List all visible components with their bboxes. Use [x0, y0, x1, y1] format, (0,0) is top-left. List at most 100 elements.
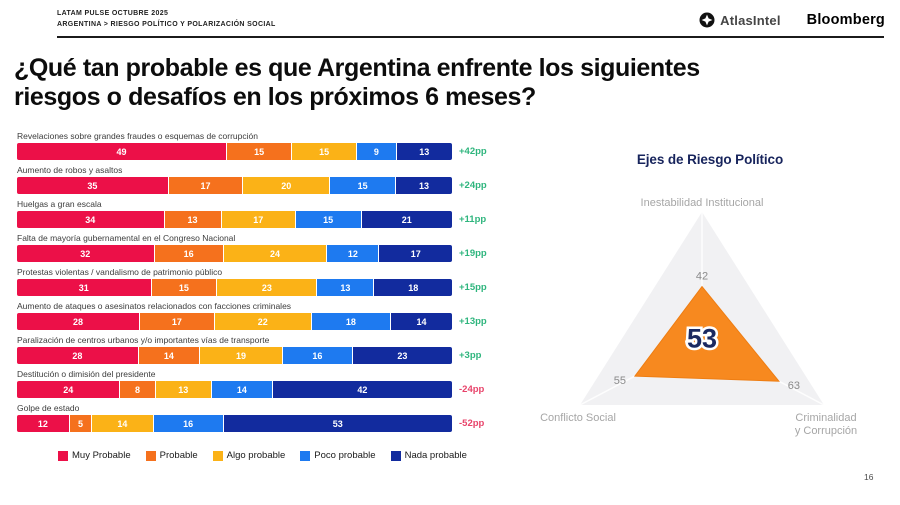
radar-axis-label: Conflicto Social: [540, 412, 616, 424]
net-probability-label: +24pp: [459, 180, 487, 191]
page-number: 16: [864, 472, 874, 482]
bar-row-label: Revelaciones sobre grandes fraudes o esq…: [17, 131, 258, 141]
bar-segment: 14: [211, 381, 272, 398]
stacked-bar: 12 5 14 16 53: [17, 415, 452, 432]
bar-row-label: Paralización de centros urbanos y/o impo…: [17, 335, 270, 345]
radar-title: Ejes de Riesgo Político: [636, 152, 784, 167]
chart-legend: Muy Probable Probable Algo probable Poco pr…: [58, 450, 467, 461]
bar-row: Protestas violentas / vandalismo de patr…: [17, 267, 517, 301]
atlasintel-logo: AtlasIntel: [699, 12, 781, 28]
report-header: LATAM PULSE OCTUBRE 2025 ARGENTINA > RIE…: [57, 9, 276, 30]
bar-row: Paralización de centros urbanos y/o impo…: [17, 335, 517, 369]
legend-swatch: [145, 450, 156, 461]
atlasintel-wordmark: AtlasIntel: [720, 12, 781, 28]
radar-value-label: 42: [696, 271, 708, 283]
legend-item: Probable: [145, 450, 198, 461]
bar-row: Aumento de ataques o asesinatos relacion…: [17, 301, 517, 335]
page-title-line2: riesgos o desafíos en los próximos 6 mes…: [14, 82, 536, 111]
bar-segment: 35: [17, 177, 168, 194]
bar-row: Revelaciones sobre grandes fraudes o esq…: [17, 131, 517, 165]
legend-label: Probable: [159, 450, 198, 461]
page-title: ¿Qué tan probable es que Argentina enfre…: [14, 54, 814, 111]
bloomberg-wordmark: Bloomberg: [806, 12, 885, 28]
bar-segment: 12: [17, 415, 69, 432]
net-probability-label: +3pp: [459, 350, 482, 361]
legend-swatch: [300, 450, 311, 461]
bar-segment: 21: [360, 211, 452, 228]
legend-label: Nada probable: [404, 450, 467, 461]
bar-segment: 24: [222, 245, 327, 262]
net-probability-label: +11pp: [459, 214, 487, 225]
bar-segment: 22: [213, 313, 311, 330]
bar-segment: 18: [373, 279, 452, 296]
radar-value-label: 55: [614, 375, 626, 387]
net-probability-label: +13pp: [459, 316, 487, 327]
bar-segment: 17: [220, 211, 295, 228]
bar-row-label: Aumento de robos y asaltos: [17, 165, 123, 175]
net-probability-label: -52pp: [459, 418, 485, 429]
bar-segment: 13: [316, 279, 374, 296]
bar-segment: 15: [150, 279, 217, 296]
bar-segment: 9: [356, 143, 396, 160]
legend-label: Muy Probable: [72, 450, 131, 461]
header-divider: [57, 36, 884, 38]
bar-row: Falta de mayoría gubernamental en el Con…: [17, 233, 517, 267]
bar-segment: 18: [310, 313, 391, 330]
bar-segment: 17: [167, 177, 243, 194]
legend-item: Poco probable: [300, 450, 376, 461]
legend-item: Muy Probable: [58, 450, 131, 461]
bar-segment: 28: [17, 313, 139, 330]
bar-segment: 14: [137, 347, 200, 364]
stacked-bar-chart: Revelaciones sobre grandes fraudes o esq…: [17, 131, 517, 437]
bar-segment: 5: [68, 415, 92, 432]
stacked-bar: 28 14 19 16 23: [17, 347, 452, 364]
legend-swatch: [58, 450, 68, 461]
legend-swatch: [212, 450, 223, 461]
atlasintel-star-icon: [699, 12, 715, 28]
bar-segment: 24: [17, 381, 120, 398]
legend-item: Nada probable: [390, 450, 467, 461]
bar-row-label: Huelgas a gran escala: [17, 199, 102, 209]
breadcrumb: ARGENTINA > RIESGO POLÍTICO Y POLARIZACI…: [57, 20, 276, 28]
bar-segment: 15: [226, 143, 292, 160]
bar-segment: 13: [163, 211, 221, 228]
bar-segment: 19: [199, 347, 282, 364]
legend-item: Algo probable: [212, 450, 285, 461]
bar-row-label: Destitución o dimisión del presidente: [17, 369, 156, 379]
bar-segment: 15: [329, 177, 395, 194]
bar-segment: 8: [119, 381, 155, 398]
brand-logos: AtlasIntel Bloomberg: [699, 8, 885, 32]
stacked-bar: 24 8 13 14 42: [17, 381, 452, 398]
bar-segment: 20: [242, 177, 330, 194]
radar-svg: 42 63 55 53 Inestabilidad Institucional Crimi…: [540, 197, 857, 437]
bar-row: Huelgas a gran escala 34 13 17 15 21 +11pp: [17, 199, 517, 233]
legend-swatch: [390, 450, 401, 461]
radar-polygon: [633, 285, 780, 382]
bar-segment: 12: [326, 245, 379, 262]
legend-label: Poco probable: [314, 450, 376, 461]
bar-segment: 16: [153, 245, 223, 262]
bar-segment: 49: [17, 143, 227, 160]
bar-row: Destitución o dimisión del presidente 24 8…: [17, 369, 517, 403]
bar-row: Aumento de robos y asaltos 35 17 20 15 13 +24p…: [17, 165, 517, 199]
bar-segment: 23: [351, 347, 452, 364]
report-series-label: LATAM PULSE OCTUBRE 2025: [57, 10, 169, 17]
stacked-bar: 32 16 24 12 17: [17, 245, 452, 262]
stacked-bar: 35 17 20 15 13: [17, 177, 452, 194]
bar-segment: 23: [216, 279, 317, 296]
bar-segment: 13: [154, 381, 212, 398]
bar-segment: 16: [281, 347, 352, 364]
page-title-line1: ¿Qué tan probable es que Argentina enfre…: [14, 54, 700, 82]
bar-segment: 28: [17, 347, 138, 364]
bar-row-label: Aumento de ataques o asesinatos relacion…: [17, 301, 292, 311]
radar-panel: Ejes de Riesgo Político 42 63 55 53 Inestabi…: [530, 140, 890, 470]
net-probability-label: +42pp: [459, 146, 487, 157]
bar-segment: 42: [271, 381, 452, 398]
bar-segment: 14: [91, 415, 153, 432]
bar-segment: 53: [222, 415, 452, 432]
bar-row-label: Falta de mayoría gubernamental en el Con…: [17, 233, 236, 243]
bar-row: Golpe de estado 12 5 14 16 53 -52pp: [17, 403, 517, 437]
bar-segment: 15: [291, 143, 357, 160]
bar-segment: 17: [138, 313, 214, 330]
bar-segment: 34: [17, 211, 164, 228]
